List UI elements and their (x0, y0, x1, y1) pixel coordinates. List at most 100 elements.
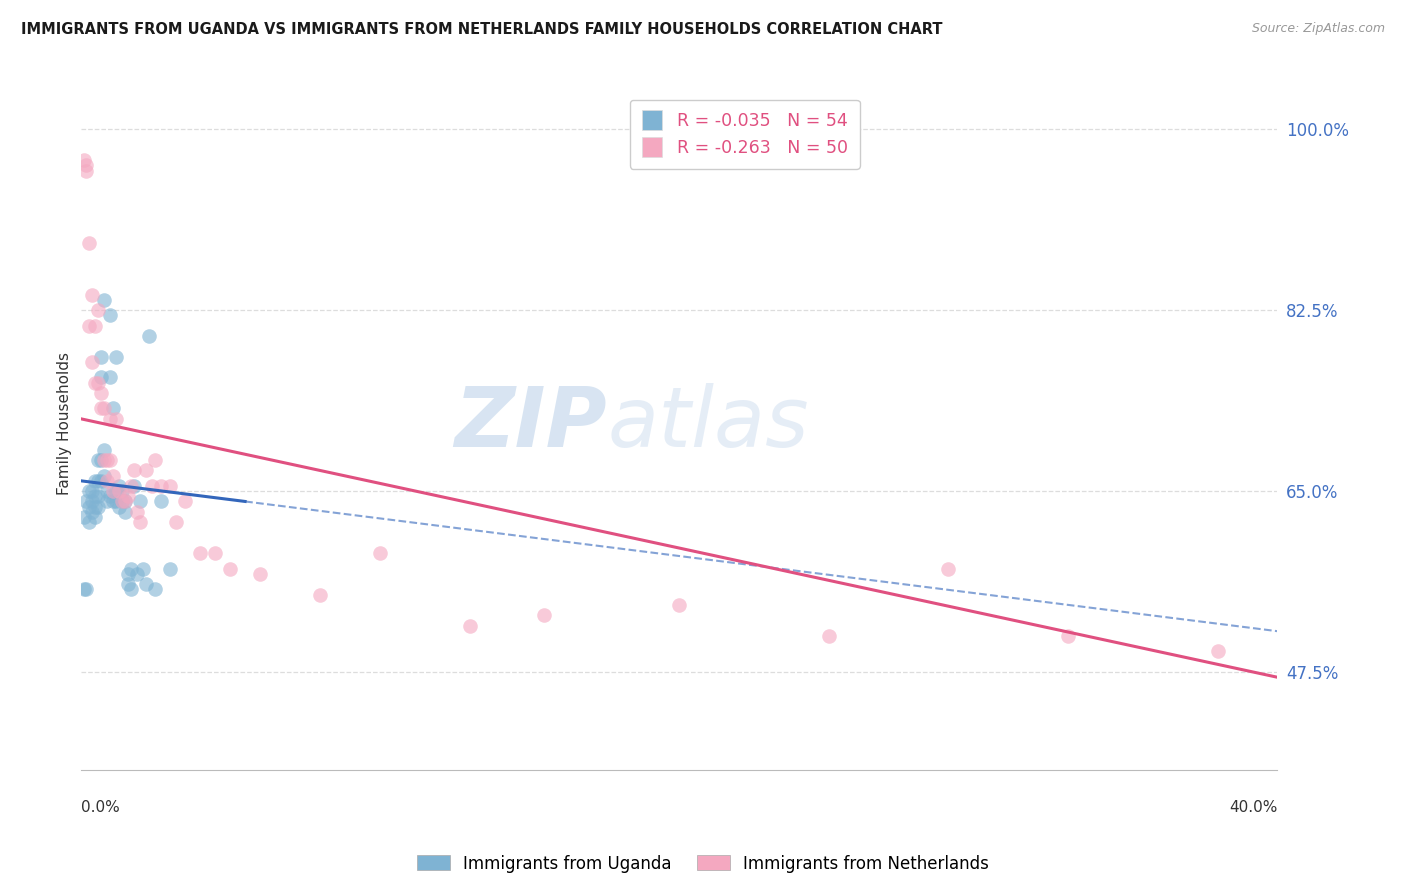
Point (103, 484, 125, 499)
Point (90, 474, 112, 488)
Point (108, 479, 131, 493)
Point (120, 582, 142, 597)
Point (76, 582, 98, 597)
Point (127, 505, 149, 519)
Point (309, 588, 332, 602)
Point (100, 370, 122, 384)
Text: 0.0%: 0.0% (80, 800, 120, 815)
Point (668, 598, 690, 612)
Point (103, 401, 125, 416)
Point (114, 505, 136, 519)
Point (79, 484, 101, 499)
Point (84, 318, 107, 333)
Point (100, 489, 122, 503)
Point (82, 484, 104, 499)
Point (87, 376, 110, 390)
Point (79, 500, 101, 514)
Point (188, 546, 211, 560)
Text: atlas: atlas (607, 384, 808, 465)
Text: ZIP: ZIP (454, 384, 607, 465)
Point (111, 494, 134, 508)
Point (936, 562, 959, 576)
Point (114, 494, 136, 508)
Point (96, 484, 118, 499)
Point (174, 494, 197, 508)
Point (93, 442, 115, 457)
Point (117, 577, 139, 591)
Point (90, 370, 112, 384)
Point (84, 500, 107, 514)
Point (135, 463, 157, 477)
Point (458, 618, 481, 632)
Point (82, 494, 104, 508)
Point (72, 582, 94, 597)
Text: Source: ZipAtlas.com: Source: ZipAtlas.com (1251, 22, 1385, 36)
Point (143, 453, 166, 467)
Point (79, 235, 101, 250)
Point (90, 385, 112, 400)
Text: 40.0%: 40.0% (1229, 800, 1278, 815)
Point (93, 468, 115, 483)
Text: IMMIGRANTS FROM UGANDA VS IMMIGRANTS FROM NETHERLANDS FAMILY HOUSEHOLDS CORRELAT: IMMIGRANTS FROM UGANDA VS IMMIGRANTS FRO… (21, 22, 942, 37)
Point (129, 494, 152, 508)
Point (117, 489, 139, 503)
Point (72, 153, 94, 168)
Point (84, 474, 107, 488)
Point (105, 350, 128, 364)
Point (204, 546, 226, 560)
Point (93, 293, 115, 307)
Point (87, 500, 110, 514)
Point (93, 453, 115, 467)
Point (108, 484, 131, 499)
Point (103, 468, 125, 483)
Point (90, 401, 112, 416)
Point (368, 546, 391, 560)
Point (96, 474, 118, 488)
Point (127, 566, 149, 581)
Point (138, 329, 160, 343)
Point (124, 463, 146, 477)
Point (533, 608, 555, 623)
Point (84, 489, 107, 503)
Point (117, 566, 139, 581)
Point (87, 489, 110, 503)
Point (87, 474, 110, 488)
Point (100, 453, 122, 467)
Point (124, 479, 146, 493)
Point (82, 287, 104, 301)
Point (114, 494, 136, 508)
Point (111, 494, 134, 508)
Point (84, 510, 107, 524)
Point (76, 494, 98, 508)
Legend: R = -0.035   N = 54, R = -0.263   N = 50: R = -0.035 N = 54, R = -0.263 N = 50 (630, 100, 860, 169)
Point (84, 376, 107, 390)
Point (105, 484, 128, 499)
Point (76, 163, 98, 178)
Point (103, 494, 125, 508)
Point (82, 505, 104, 519)
Point (96, 453, 118, 467)
Point (143, 582, 166, 597)
Point (79, 515, 101, 529)
Point (111, 484, 134, 499)
Point (129, 515, 152, 529)
Point (100, 411, 122, 425)
Point (135, 577, 157, 591)
Point (219, 562, 242, 576)
Point (105, 494, 128, 508)
Point (87, 453, 110, 467)
Point (141, 479, 163, 493)
Point (120, 479, 142, 493)
Point (105, 411, 128, 425)
Point (79, 318, 101, 333)
Point (150, 494, 173, 508)
Legend: Immigrants from Uganda, Immigrants from Netherlands: Immigrants from Uganda, Immigrants from … (411, 848, 995, 880)
Point (1206, 644, 1229, 658)
Point (93, 401, 115, 416)
Point (165, 515, 187, 529)
Point (249, 566, 271, 581)
Point (108, 500, 131, 514)
Point (132, 562, 155, 576)
Point (90, 453, 112, 467)
Point (72, 510, 94, 524)
